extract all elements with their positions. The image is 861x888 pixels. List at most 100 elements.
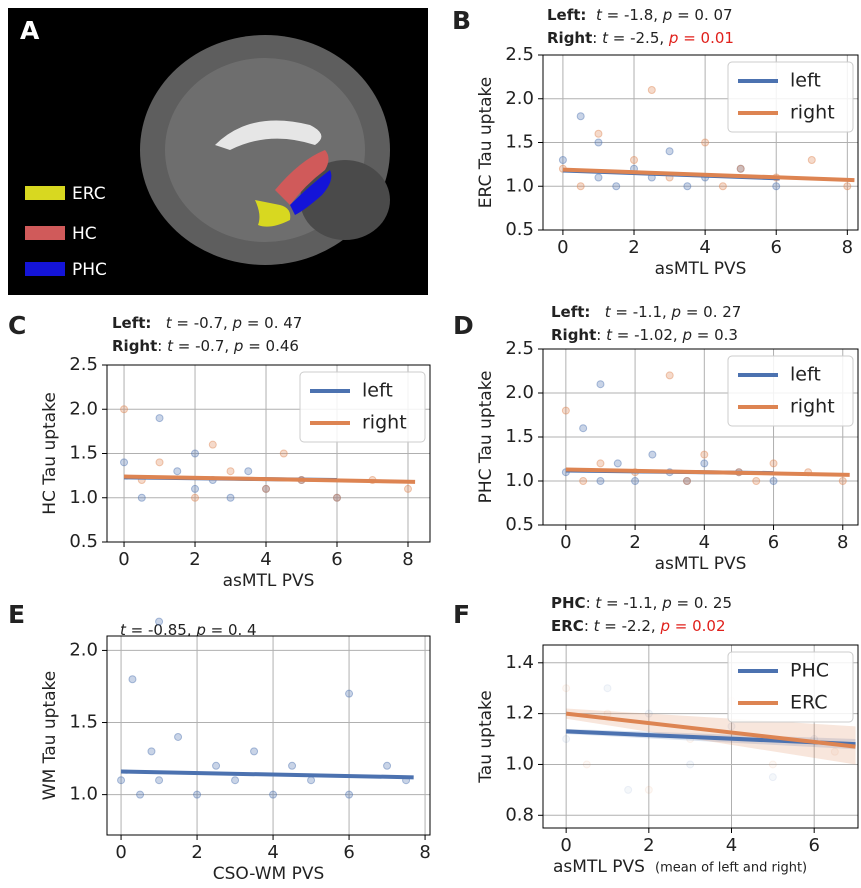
data-point — [582, 760, 591, 769]
x-tick-label: 6 — [343, 842, 354, 863]
y-tick-label: 1.2 — [505, 703, 534, 724]
data-point — [769, 477, 778, 485]
fit-line — [565, 711, 856, 749]
data-point — [596, 477, 605, 485]
data-point — [128, 675, 137, 684]
x-tick-label: 2 — [643, 835, 654, 856]
data-point — [612, 182, 621, 191]
annotation-part: = -1.1, — [601, 594, 662, 612]
y-axis-label: WM Tau uptake — [40, 671, 60, 800]
annotation: Right: t = -2.5, p = 0.01 — [547, 29, 734, 47]
axes-frame — [106, 364, 431, 543]
data-point — [644, 709, 653, 718]
y-tick-label: 0.5 — [505, 514, 534, 535]
data-point — [624, 785, 633, 794]
data-point — [562, 684, 571, 693]
legend-label: left — [790, 70, 821, 92]
annotation-part: = 0. 07 — [672, 6, 732, 24]
x-tick-label: 2 — [628, 237, 639, 258]
data-point — [683, 182, 692, 191]
y-tick-label: 0.5 — [69, 531, 98, 552]
annotation-part: = -0.7, — [172, 314, 233, 332]
annotation-part: = 0. 47 — [242, 314, 302, 332]
x-tick-label: 2 — [189, 549, 200, 570]
data-point — [212, 761, 221, 770]
x-axis-label: asMTL PVS — [655, 259, 747, 279]
annotation-part: = 0. 25 — [672, 594, 732, 612]
data-point — [136, 790, 145, 799]
panel-letter: D — [453, 311, 474, 340]
data-point — [191, 449, 200, 458]
data-point — [683, 477, 691, 485]
x-tick-label: 2 — [629, 532, 640, 553]
annotation-part: = 0. 4 — [206, 621, 257, 639]
axes-frame — [542, 54, 859, 231]
legend-label: ERC — [72, 184, 106, 204]
y-tick-label: 1.0 — [505, 470, 534, 491]
annotation-part: p — [668, 29, 679, 47]
axes-frame — [542, 348, 859, 526]
annotation: Left: t = -1.8, p = 0. 07 — [547, 6, 733, 24]
y-axis-label: ERC Tau uptake — [476, 77, 496, 209]
data-point — [193, 790, 202, 799]
data-point — [769, 459, 778, 468]
panel-a-image: A ERC HC PHC — [8, 8, 428, 295]
annotation-part: = -0.85, — [126, 621, 196, 639]
annotation: Right: t = -1.02, p = 0.3 — [551, 326, 738, 344]
x-axis-label-note: (mean of left and right) — [655, 861, 807, 876]
data-point — [648, 450, 657, 459]
x-axis-label: CSO-WM PVS — [213, 864, 325, 884]
legend-swatch — [25, 186, 65, 200]
data-point — [147, 747, 156, 756]
data-point — [333, 493, 342, 502]
data-point — [665, 371, 674, 380]
data-point — [665, 147, 674, 156]
x-axis-label: asMTL PVS — [553, 857, 645, 877]
data-point — [736, 164, 745, 173]
annotation-part: p — [232, 314, 243, 332]
annotation-part: p — [662, 6, 673, 24]
data-point — [686, 760, 695, 769]
data-point — [736, 164, 745, 173]
annotation: Right: t = -0.7, p = 0.46 — [112, 337, 299, 355]
x-tick-label: 0 — [557, 237, 568, 258]
annotation-part: Left: — [547, 6, 586, 24]
data-point — [603, 684, 612, 693]
data-point — [576, 182, 585, 191]
annotation-part: PHC — [551, 594, 586, 612]
data-point — [594, 138, 603, 147]
data-point — [231, 776, 240, 785]
data-point — [403, 484, 412, 493]
x-tick-label: 4 — [699, 532, 710, 553]
x-tick-label: 6 — [331, 549, 342, 570]
data-point — [155, 776, 164, 785]
x-tick-label: 4 — [267, 842, 278, 863]
data-point — [137, 493, 146, 502]
legend-swatch — [25, 262, 65, 276]
legend-label: right — [362, 412, 407, 434]
annotation-part: t — [606, 326, 613, 344]
y-tick-label: 2.5 — [69, 354, 98, 375]
legend-label: HC — [72, 224, 97, 244]
x-tick-label: 0 — [115, 842, 126, 863]
data-point — [558, 156, 567, 164]
data-point — [631, 477, 640, 485]
data-point — [838, 477, 847, 485]
data-point — [307, 776, 316, 785]
data-point — [226, 493, 235, 502]
y-tick-label: 1.5 — [505, 426, 534, 447]
y-tick-label: 1.4 — [505, 652, 534, 673]
annotation-part: p — [659, 617, 670, 635]
x-tick-label: 6 — [768, 532, 779, 553]
y-tick-label: 0.5 — [505, 219, 534, 240]
data-point — [155, 414, 164, 423]
annotation-part: = 0.02 — [670, 617, 726, 635]
y-tick-label: 2.0 — [69, 398, 98, 419]
data-point — [594, 129, 603, 138]
annotation-part: : — [157, 337, 167, 355]
x-tick-label: 8 — [402, 549, 413, 570]
annotation-part: Right — [547, 29, 592, 47]
x-tick-label: 6 — [771, 237, 782, 258]
y-tick-label: 2.0 — [505, 382, 534, 403]
annotation-part: = 0.01 — [678, 29, 734, 47]
